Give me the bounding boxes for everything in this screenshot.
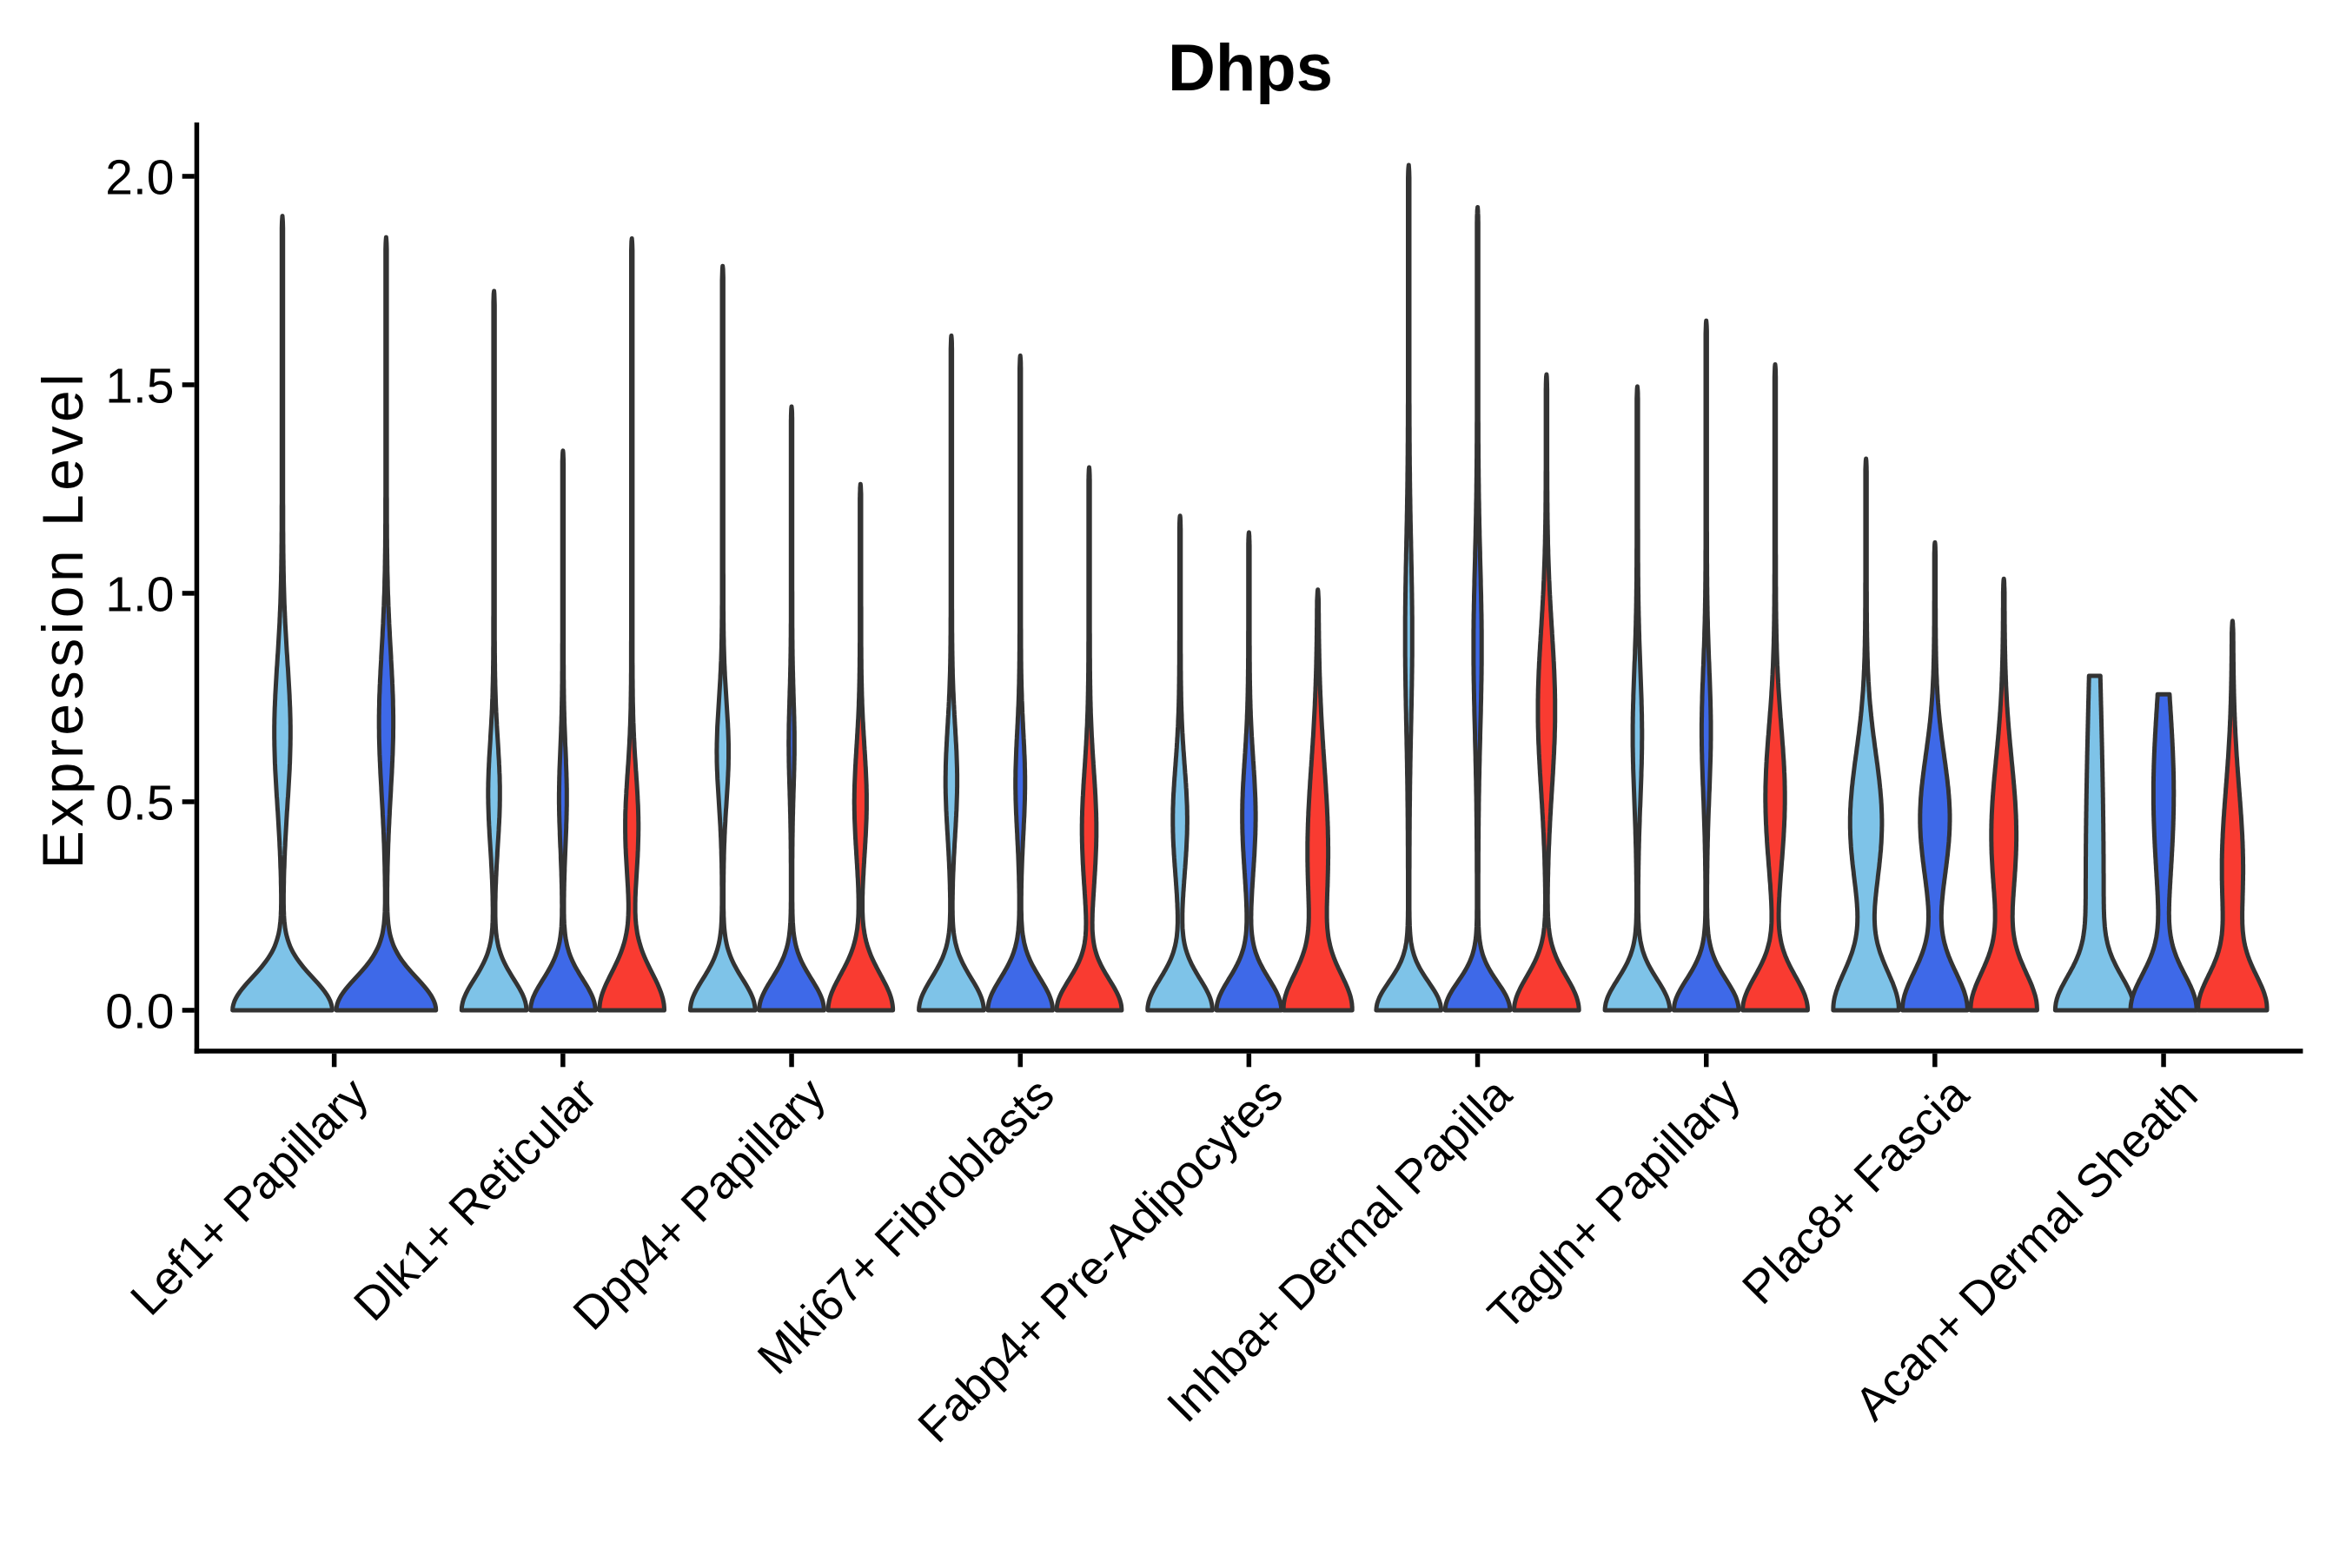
svg-text:0.5: 0.5 — [105, 776, 174, 831]
svg-text:0.0: 0.0 — [105, 984, 174, 1040]
svg-text:Dhps: Dhps — [1168, 31, 1333, 105]
svg-text:Expression Level: Expression Level — [30, 370, 95, 870]
svg-text:1.0: 1.0 — [105, 567, 174, 623]
svg-text:2.0: 2.0 — [105, 150, 174, 206]
svg-text:1.5: 1.5 — [105, 359, 174, 414]
